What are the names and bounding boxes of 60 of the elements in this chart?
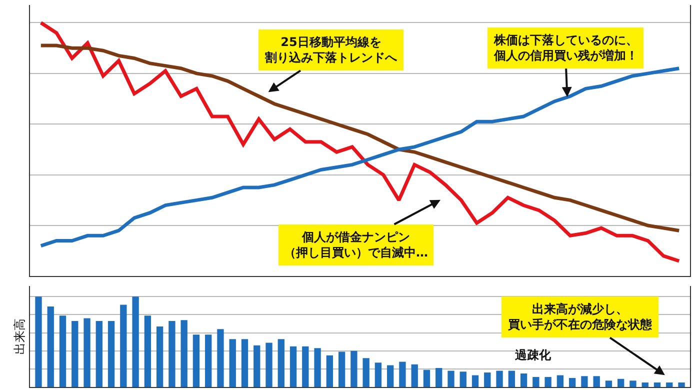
bar [266, 342, 272, 387]
bar [326, 355, 334, 387]
annotation: 出来高が減少し、買い手が不在の危険な状態 [507, 302, 653, 332]
bar [84, 318, 90, 387]
bar [630, 380, 636, 387]
bar [338, 352, 346, 387]
bar [374, 362, 382, 387]
bar [472, 375, 479, 387]
bar [532, 377, 540, 387]
bar [484, 372, 491, 387]
bar [618, 378, 624, 387]
bar [120, 304, 127, 387]
bar [350, 350, 358, 387]
bar [581, 376, 588, 387]
bar [35, 296, 42, 387]
bar [593, 376, 600, 387]
bar [544, 377, 552, 387]
bar [556, 375, 564, 387]
bar [508, 370, 515, 387]
bar [678, 382, 685, 387]
bar [520, 373, 528, 387]
bar [96, 321, 102, 387]
bar [241, 339, 248, 387]
bar [666, 382, 673, 387]
bar [386, 365, 394, 387]
bar [156, 326, 164, 387]
bar [411, 364, 418, 387]
annotation: 過疎化 [514, 348, 552, 362]
bar [229, 339, 236, 387]
bar [180, 320, 188, 387]
bar [496, 370, 503, 387]
bar [72, 321, 78, 387]
bar [168, 321, 176, 387]
bar [362, 358, 370, 387]
bar [278, 339, 284, 387]
bar [314, 348, 321, 387]
bar [642, 382, 648, 387]
bar [460, 372, 466, 387]
annotation: 株価は下落しているのに、個人の信用買い残が増加！ [493, 33, 638, 63]
y-axis-title: 出来高 [12, 318, 26, 354]
bar [144, 316, 152, 387]
annotation: 個人が借金ナンピン（押し目買い）で自滅中… [284, 230, 428, 260]
bar [654, 382, 661, 387]
bar [399, 362, 406, 387]
bar [605, 380, 612, 387]
bar [302, 346, 309, 387]
bar [254, 345, 260, 387]
bar [448, 370, 454, 387]
bar [423, 370, 430, 387]
bar [192, 334, 200, 387]
bar [132, 296, 139, 387]
annotation: 25日移動平均線を割り込み下落トレンドへ [264, 35, 398, 65]
bar [290, 346, 297, 387]
bar [568, 378, 576, 387]
bar [217, 329, 224, 387]
bar [47, 306, 54, 387]
bar [205, 334, 212, 387]
bar [59, 316, 66, 387]
bar [108, 321, 115, 387]
bar [436, 368, 442, 387]
